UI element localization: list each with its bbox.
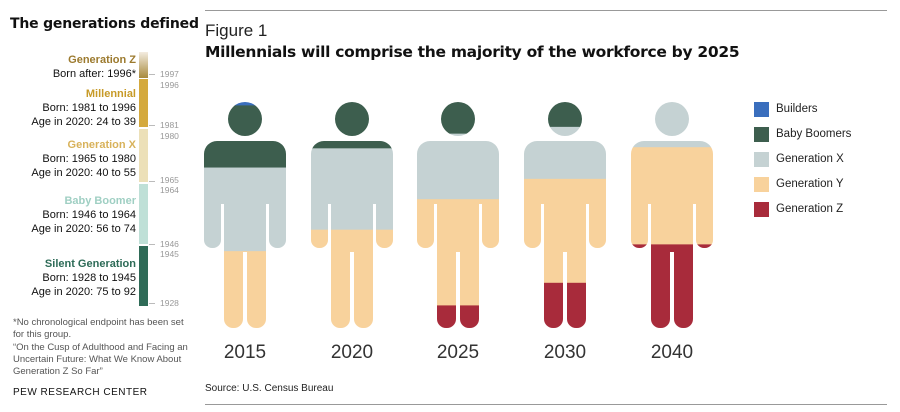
- year-label: 1928: [160, 298, 179, 308]
- gen-z-bar: [139, 52, 148, 78]
- segment-baby-boomers-2030: [524, 102, 606, 128]
- millennial-bar: [139, 79, 148, 127]
- segment-generation-x-2020: [311, 148, 393, 231]
- silent-gen-born: Born: 1928 to 1945: [42, 272, 136, 284]
- year-label: 1996: [160, 80, 179, 90]
- year-tick: [149, 74, 155, 75]
- legend-label-baby-boomers: Baby Boomers: [776, 128, 852, 140]
- year-label: 1980: [160, 131, 179, 141]
- segment-generation-y-2020: [311, 229, 393, 328]
- gen-z-block: Generation Z Born after: 1996*: [0, 53, 136, 81]
- segment-generation-y-2015: [204, 251, 286, 328]
- segment-generation-x-2040: [631, 102, 713, 148]
- gen-x-born: Born: 1965 to 1980: [42, 153, 136, 165]
- segment-generation-z-2040: [631, 244, 713, 328]
- legend-swatch-builders: [754, 102, 769, 117]
- legend-label-generation-y: Generation Y: [776, 178, 844, 190]
- legend-swatch-generation-z: [754, 202, 769, 217]
- silent-gen-bar: [139, 246, 148, 306]
- legend-swatch-generation-y: [754, 177, 769, 192]
- year-label: 1945: [160, 249, 179, 259]
- segment-generation-y-2025: [417, 199, 499, 306]
- category-label-2025: 2025: [437, 342, 479, 363]
- year-tick: [149, 125, 155, 126]
- millennial-born: Born: 1981 to 1996: [42, 102, 136, 114]
- legend-swatch-generation-x: [754, 152, 769, 167]
- gen-x-block: Generation X Born: 1965 to 1980 Age in 2…: [0, 138, 136, 180]
- millennial-name: Millennial: [85, 88, 136, 100]
- chart-source: Source: U.S. Census Bureau: [205, 383, 334, 394]
- category-label-2015: 2015: [224, 342, 266, 363]
- segment-baby-boomers-2025: [417, 102, 499, 135]
- figure-title: Millennials will comprise the majority o…: [205, 43, 740, 61]
- segment-generation-x-2015: [204, 167, 286, 252]
- generations-title: The generations defined: [10, 16, 199, 32]
- segment-generation-z-2025: [417, 305, 499, 328]
- figure-2030: [524, 102, 606, 328]
- year-label: 1981: [160, 120, 179, 130]
- year-label: 1965: [160, 175, 179, 185]
- year-tick: [149, 303, 155, 304]
- year-tick: [149, 244, 155, 245]
- silent-gen-block: Silent Generation Born: 1928 to 1945 Age…: [0, 257, 136, 299]
- year-label: 1964: [160, 185, 179, 195]
- year-label: 1997: [160, 69, 179, 79]
- top-rule: [205, 10, 887, 11]
- millennial-age: Age in 2020: 24 to 39: [31, 116, 136, 128]
- bottom-rule: [205, 404, 887, 405]
- baby-boomer-born: Born: 1946 to 1964: [42, 209, 136, 221]
- baby-boomer-age: Age in 2020: 56 to 74: [31, 223, 136, 235]
- year-label: 1946: [160, 239, 179, 249]
- org-credit: PEW RESEARCH CENTER: [13, 387, 148, 398]
- footnote-endpoint: *No chronological endpoint has been set …: [13, 317, 184, 340]
- legend-label-builders: Builders: [776, 103, 818, 115]
- legend-item-generation-y: Generation Y: [754, 177, 884, 193]
- segment-generation-z-2030: [524, 282, 606, 328]
- segment-generation-y-2030: [524, 178, 606, 284]
- footnote-citation: “On the Cusp of Adulthood and Facing an …: [13, 342, 188, 377]
- gen-x-bar: [139, 129, 148, 182]
- baby-boomer-name: Baby Boomer: [64, 195, 136, 207]
- figure-2025: [417, 102, 499, 328]
- baby-boomer-bar: [139, 184, 148, 244]
- figure-2040: [631, 102, 713, 328]
- footnotes: *No chronological endpoint has been set …: [13, 317, 191, 379]
- legend-item-builders: Builders: [754, 102, 884, 118]
- legend-swatch-baby-boomers: [754, 127, 769, 142]
- segment-generation-x-2030: [524, 126, 606, 180]
- gen-z-name: Generation Z: [68, 54, 136, 66]
- silent-gen-name: Silent Generation: [44, 258, 136, 270]
- legend-item-generation-x: Generation X: [754, 152, 884, 168]
- legend-item-generation-z: Generation Z: [754, 202, 884, 218]
- segment-baby-boomers-2020: [311, 102, 393, 149]
- millennial-block: Millennial Born: 1981 to 1996 Age in 202…: [0, 87, 136, 129]
- silent-gen-age: Age in 2020: 75 to 92: [31, 286, 136, 298]
- category-label-2030: 2030: [544, 342, 586, 363]
- figure-2020: [311, 102, 393, 328]
- gen-x-age: Age in 2020: 40 to 55: [31, 167, 136, 179]
- legend-label-generation-x: Generation X: [776, 153, 844, 165]
- category-label-2040: 2040: [651, 342, 693, 363]
- legend-label-generation-z: Generation Z: [776, 203, 844, 215]
- segment-baby-boomers-2015: [204, 105, 286, 168]
- legend-item-baby-boomers: Baby Boomers: [754, 127, 884, 143]
- segment-generation-x-2025: [417, 133, 499, 200]
- segment-generation-y-2040: [631, 147, 713, 245]
- category-label-2020: 2020: [331, 342, 373, 363]
- segment-builders-2015: [204, 102, 286, 106]
- figure-label: Figure 1: [205, 21, 268, 40]
- year-tick: [149, 181, 155, 182]
- baby-boomer-block: Baby Boomer Born: 1946 to 1964 Age in 20…: [0, 194, 136, 236]
- figure-2015: [204, 102, 286, 328]
- generations-panel: The generations defined Generation Z Bor…: [8, 0, 199, 412]
- gen-x-name: Generation X: [67, 139, 136, 151]
- gen-z-born: Born after: 1996*: [52, 68, 136, 80]
